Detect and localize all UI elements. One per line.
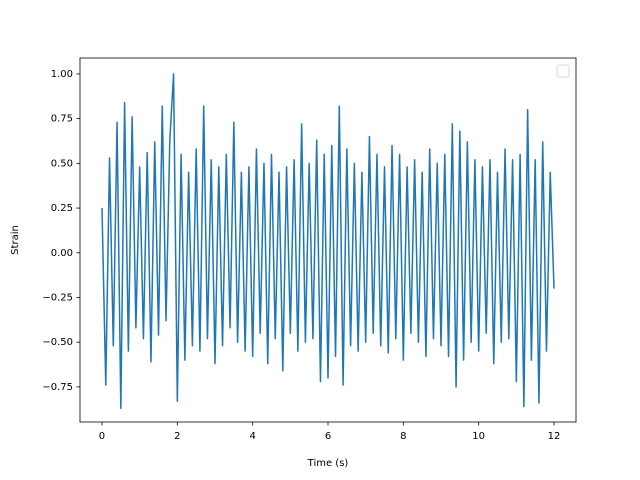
axes-frame <box>79 57 577 423</box>
x-tick-label: 0 <box>99 431 105 442</box>
y-tick-label: −0.25 <box>42 293 73 304</box>
x-tick-label: 8 <box>400 431 406 442</box>
data-line <box>101 73 555 410</box>
y-tick-label: 0.50 <box>51 158 73 169</box>
y-tick-label: 0.25 <box>51 203 73 214</box>
x-tick-label: 12 <box>548 431 561 442</box>
x-axis-label: Time (s) <box>307 458 349 469</box>
y-tick-label: 0.00 <box>51 248 73 259</box>
legend-box <box>556 64 570 78</box>
x-tick-label: 6 <box>325 431 331 442</box>
y-axis-label: Strain <box>10 225 21 255</box>
y-tick-label: 1.00 <box>51 69 73 80</box>
x-tick-label: 2 <box>174 431 180 442</box>
y-tick-label: −0.50 <box>42 337 73 348</box>
y-tick-label: −0.75 <box>42 382 73 393</box>
x-tick-label: 10 <box>472 431 485 442</box>
y-tick-label: 0.75 <box>51 114 73 125</box>
x-tick-label: 4 <box>249 431 255 442</box>
